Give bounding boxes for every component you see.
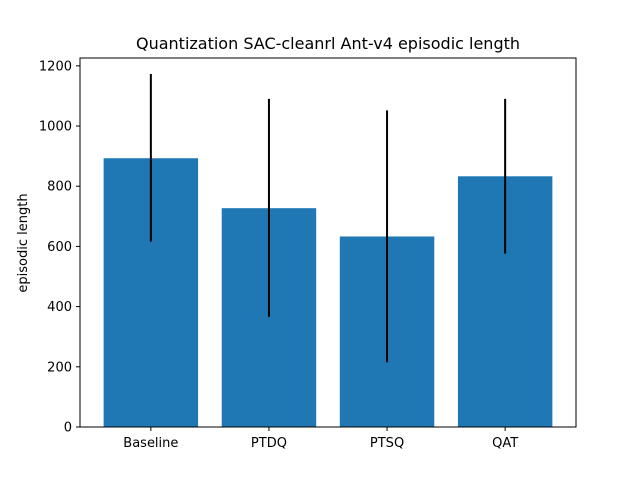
x-tick-label-baseline: Baseline <box>123 436 178 451</box>
y-tick-label-800: 800 <box>47 180 72 195</box>
chart-title: Quantization SAC-cleanrl Ant-v4 episodic… <box>136 34 520 53</box>
x-tick-label-ptsq: PTSQ <box>370 436 404 451</box>
y-tick-label-1000: 1000 <box>39 120 72 135</box>
x-tick-label-qat: QAT <box>492 436 518 451</box>
y-axis-label: episodic length <box>16 193 31 292</box>
y-axis: 0 200 400 600 800 1000 1200 <box>39 59 80 436</box>
x-tick-label-ptdq: PTDQ <box>251 436 287 451</box>
plot-frame <box>79 57 577 428</box>
x-axis: Baseline PTDQ PTSQ QAT <box>123 427 518 451</box>
y-tick-label-0: 0 <box>64 421 72 436</box>
y-tick-label-200: 200 <box>47 360 72 375</box>
error-bars-group <box>149 73 507 363</box>
y-tick-label-400: 400 <box>47 300 72 315</box>
y-tick-label-1200: 1200 <box>39 59 72 74</box>
y-tick-label-600: 600 <box>47 240 72 255</box>
